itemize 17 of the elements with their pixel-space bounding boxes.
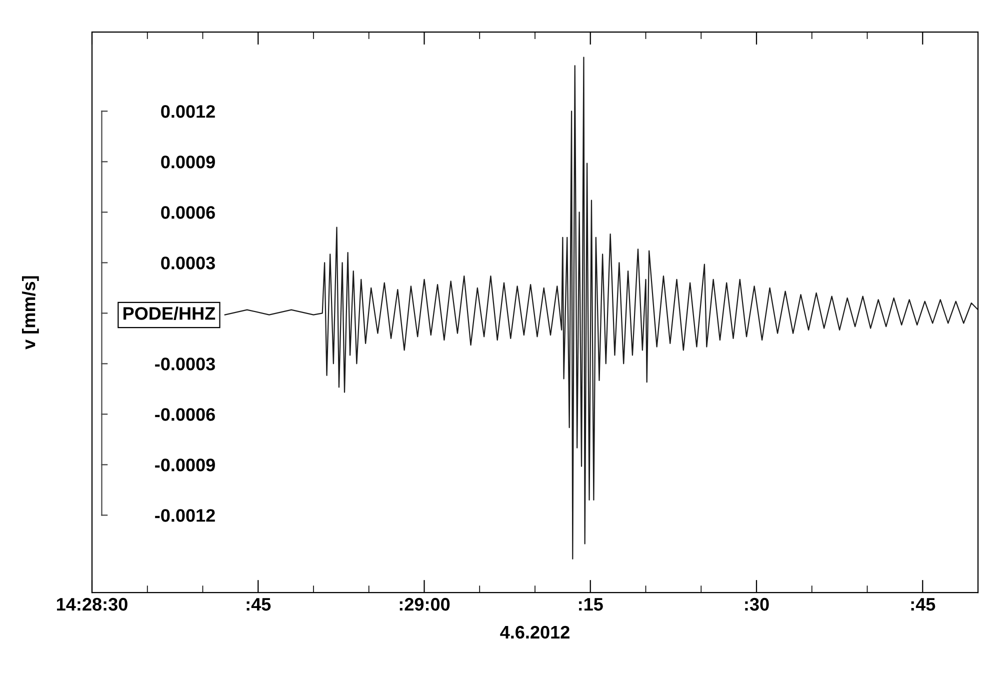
y-axis-title: v [mm/s] (22, 276, 39, 350)
y-tick-label: PODE/HHZ (124, 306, 216, 320)
x-tick-label: 14:28:30 (57, 598, 128, 611)
x-tick-label: :45 (911, 598, 936, 611)
x-tick-label: :45 (246, 598, 271, 611)
y-tick-label: 0.0012 (161, 105, 215, 118)
y-tick-label: -0.0012 (155, 509, 215, 522)
x-axis-title: 4.6.2012 (500, 626, 570, 639)
x-tick-label: :30 (745, 598, 769, 611)
x-tick-label: :15 (579, 598, 603, 611)
x-tick-label: :29:00 (400, 598, 450, 611)
y-tick-label: -0.0009 (155, 458, 215, 472)
y-tick-label: -0.0006 (155, 408, 215, 421)
y-tick-label: 0.0006 (161, 206, 215, 219)
y-tick-label: 0.0003 (161, 256, 215, 270)
y-tick-label: 0.0009 (161, 156, 215, 168)
y-tick-label: -0.0003 (155, 358, 215, 370)
